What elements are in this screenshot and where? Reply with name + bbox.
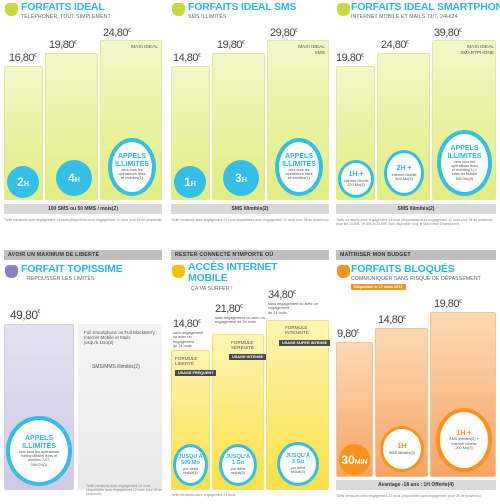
price-2: 21,80€ — [215, 303, 243, 315]
data-bubble-2: JUSQU'À 1 Go pur débit réduit(3) — [219, 444, 257, 486]
fine-print: Tarifs mensuels avec engagement 24 mois … — [336, 494, 482, 498]
panel-subtitle: SMS ILLIMITÉS — [188, 14, 227, 20]
panel-title: ACCÈS INTERNET MOBILE — [188, 261, 278, 284]
fine-print: Tarifs mensuels avec engagement 24 mois … — [86, 484, 162, 497]
hour-sms-internet-bubble: 1H + SMS illimités(2) + Internet Mobile … — [436, 408, 492, 472]
price-2: 14,80€ — [378, 314, 406, 326]
data-bubble-1: JUSQU'À 500 Mo pur débit réduit(3) — [173, 444, 208, 486]
usage-chip-1: USAGE FRÉQUENT — [175, 370, 217, 376]
formula-label-1: FORMULE LIBERTÉ — [175, 356, 198, 367]
plan-footer: SMS illimités(2) — [336, 204, 496, 214]
panel-forfaits-ideal-smartphone: FORFAITS IDEAL SMARTPHONE INTERNET MOBIL… — [334, 0, 500, 235]
amphora-icon — [5, 3, 18, 16]
panel-tag: AVOIR UN MAXIMUM DE LIBERTÉ — [4, 250, 162, 260]
minutes-bubble: 30MIN — [339, 444, 370, 475]
hours-bubble-1: 1H — [174, 166, 206, 198]
amphora-icon — [337, 265, 350, 278]
panel-acces-internet-mobile: RESTER CONNECTÉ N'IMPORTE OÙ ACCÈS INTER… — [167, 248, 333, 504]
panel-forfait-topissime: AVOIR UN MAXIMUM DE LIBERTÉ FORFAIT TOPI… — [0, 248, 166, 504]
usage-chip-2: USAGE INTENSE — [229, 354, 267, 360]
panel-subtitle: ÇA VA SURFER ! — [191, 286, 233, 292]
price-2: 24,80€ — [381, 39, 409, 51]
plan-footer: SMS illimités(2) — [171, 204, 329, 214]
price-1: 19,80€ — [336, 52, 364, 64]
panel-forfaits-ideal: FORFAITS IDEAL TÉLÉPHONER, TOUT SIMPLEME… — [0, 0, 166, 235]
panel-title: FORFAITS IDEAL SMARTPHONE — [351, 1, 500, 13]
data-bubble-3: JUSQU'À 3 Go pur débit réduit(3) — [277, 442, 319, 486]
price-2: 19,80€ — [49, 39, 77, 51]
price-1: 16,80€ — [9, 52, 37, 64]
plan-footer: 100 SMS ou 50 MMS / mois(2) — [4, 204, 162, 214]
engagement-note-1: sans engagement ou avec un engagement de… — [173, 331, 204, 349]
panel-title: FORFAITS IDEAL — [21, 1, 105, 13]
price-3: 24,80€ — [103, 27, 131, 39]
formula-label-3: FORMULE INTENSITÉ — [285, 325, 309, 336]
column-label: MAXI IDEAL SMARTPHONE — [460, 45, 494, 56]
hours-bubble-2: 4H — [56, 160, 92, 196]
price-3: 19,80€ — [434, 298, 462, 310]
fine-print: Tarifs mensuels avec engagement 24 mois … — [4, 218, 163, 222]
column-label: MAXI IDEAL SMS — [298, 45, 325, 56]
panel-subtitle: COMMUNIQUER SANS RISQUE DE DÉPASSEMENT — [351, 276, 481, 282]
price-1: 9,80€ — [337, 328, 359, 340]
price-1: 14,80€ — [173, 52, 201, 64]
formula-label-2: FORMULE SÉRÉNITÉ — [231, 340, 254, 351]
hour-internet-bubble-1: 1H + Internet Mobile 200 Mo(3) — [338, 160, 374, 198]
price-3: 39,80€ — [434, 27, 462, 39]
hours-bubble-1: 2H — [7, 166, 39, 198]
price-2: 19,80€ — [217, 39, 245, 51]
price-1: 14,80€ — [173, 318, 201, 330]
panel-tag: RESTER CONNECTÉ N'IMPORTE OÙ — [171, 250, 329, 260]
options-column — [78, 324, 162, 490]
options-label: Full Smartphone ou Full BlackBerry : Int… — [84, 330, 158, 346]
hours-bubble-3: 3H — [223, 160, 259, 196]
fine-print: Tarifs mensuels avec engagement 24 mois … — [171, 218, 330, 222]
unlimited-calls-bubble: APPELS ILLIMITÉS vers tous les opérateur… — [275, 138, 323, 196]
availability-chip: Disponible le 27 mars 2012 — [351, 284, 406, 290]
amphora-icon — [172, 3, 185, 16]
amphora-icon — [337, 3, 350, 16]
panel-forfaits-ideal-sms: FORFAITS IDEAL SMS SMS ILLIMITÉS 14,80€ … — [167, 0, 333, 235]
plan-footer: Avantage -18 ans : 1H Offerte(4) — [336, 480, 496, 490]
engagement-note-3: sans engagement ou avec un engagement de… — [268, 302, 318, 315]
fine-print: Tarifs mensuels avec engagement 24 mois … — [336, 218, 493, 227]
amphora-icon — [5, 265, 18, 278]
price-3: 29,80€ — [270, 27, 298, 39]
panel-tag: MAÎTRISER MON BUDGET — [336, 250, 496, 260]
panel-subtitle: TÉLÉPHONER, TOUT SIMPLEMENT — [21, 14, 111, 20]
column-label: MAXI IDEAL — [131, 45, 158, 50]
panel-subtitle: INTERNET MOBILE ET MAILS 7J/7, 24H/24 — [351, 14, 458, 20]
hour-sms-bubble: 1H SMS illimités(2) — [380, 426, 424, 472]
unlimited-calls-bubble: APPELS ILLIMITÉS vers tous les opérateur… — [108, 138, 156, 196]
engagement-note-2: sans engagement ou avec un engagement de… — [215, 316, 265, 325]
price-3: 34,80€ — [268, 289, 296, 301]
panel-title: FORFAITS IDEAL SMS — [188, 1, 297, 13]
unlimited-calls-bubble: APPELS ILLIMITÉS vers tous les opérateur… — [6, 416, 72, 486]
panel-title: FORFAITS BLOQUÉS — [351, 263, 455, 275]
panel-subtitle: REPOUSSER LES LIMITES — [27, 276, 95, 282]
panel-forfaits-bloques: MAÎTRISER MON BUDGET FORFAITS BLOQUÉS CO… — [334, 248, 500, 504]
amphora-icon — [172, 265, 185, 278]
price: 49,80€ — [10, 308, 40, 322]
unlimited-calls-bubble: APPELS ILLIMITÉS vers tous les opérateur… — [437, 130, 492, 196]
panel-title: FORFAIT TOPISSIME — [21, 263, 123, 275]
usage-chip-3: USAGE SUPER INTENSE — [279, 340, 331, 346]
sms-label: SMS/MMS illimités(2) — [92, 364, 140, 370]
fine-print: Tarifs mensuels avec engagement 24 mois. — [171, 493, 237, 497]
hour-internet-bubble-2: 2H + Internet Mobile 500 Mo(3) — [384, 150, 424, 196]
